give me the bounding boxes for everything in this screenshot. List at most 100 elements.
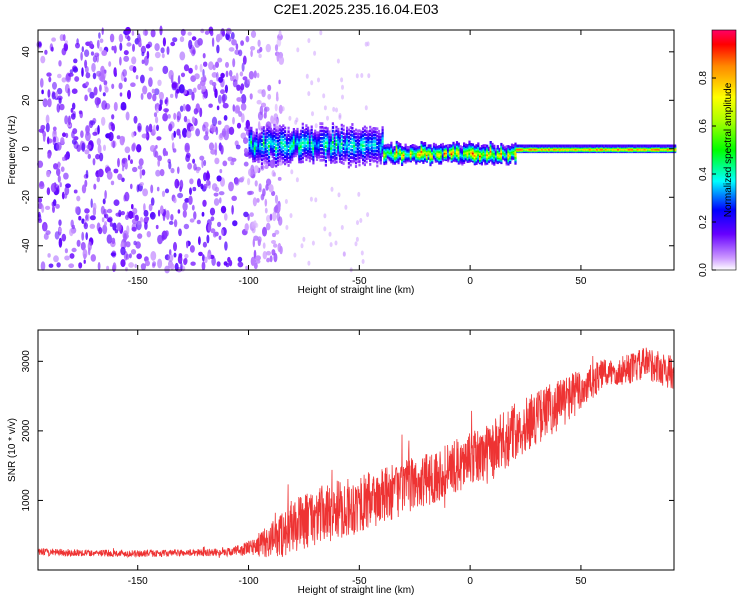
spectrogram-signal-cell [291,144,294,148]
spectrogram-signal-cell [321,151,324,155]
spectrogram-noise-blob [262,188,266,197]
spectrogram-noise-blob [83,222,89,230]
spectrogram-noise-blob [203,159,207,167]
spectrogram-signal-cell [393,160,397,164]
spectrogram-noise-blob [188,67,193,74]
spectrogram-signal-cell [551,144,554,148]
spectrogram-noise-blob [38,128,45,133]
spectrogram-signal-cell [335,125,338,129]
spectrogram-signal-cell [299,142,303,145]
spectrogram-signal-cell [422,142,425,146]
spectrogram-signal-cell [317,138,320,142]
spectrogram-signal-cell [259,140,262,143]
spectrogram-noise-blob [168,220,174,225]
spectrogram-signal-cell [268,137,271,141]
spectrogram-signal-cell [620,144,623,148]
spectrogram-signal-cell [383,160,386,164]
y-tick-label: 2000 [21,419,32,442]
spectrogram-signal-cell [367,157,370,160]
spectrogram-signal-cell [489,144,492,148]
spectrogram-noise-blob [97,125,100,135]
spectrogram-signal-cell [455,143,459,146]
spectrogram-signal-cell [496,146,499,150]
spectrogram-noise-blob [262,251,267,260]
spectrogram-noise-blob [216,71,219,82]
spectrogram-noise-blob [186,240,189,249]
spectrogram-signal-cell [429,155,432,159]
spectrogram-noise-blob [106,170,113,180]
spectrogram-signal-cell [587,144,590,148]
spectrogram-signal-cell [383,158,386,162]
spectrogram-signal-cell [255,149,258,153]
spectrogram-signal-cell [338,151,342,155]
spectrogram-signal-cell [349,163,352,167]
spectrogram-signal-cell [324,134,327,137]
spectrogram-signal-cell [289,149,292,153]
spectrogram-signal-cell [308,147,311,151]
spectrogram-signal-cell [486,148,489,151]
spectrogram-signal-cell [358,143,361,146]
spectrogram-signal-cell [422,155,425,159]
spectrogram-noise-blob [168,69,174,80]
spectrogram-signal-cell [580,144,583,148]
spectrogram-signal-cell [409,146,412,150]
spectrogram-noise-blob [240,83,245,91]
spectrogram-signal-cell [493,155,496,159]
spectrogram-signal-cell [374,143,377,147]
spectrogram-noise-blob [222,102,229,109]
spectrogram-noise-blob [108,131,114,142]
spectrogram-signal-cell [346,135,349,139]
spectrogram-noise-blob [99,84,102,92]
spectrogram-signal-cell [271,142,274,146]
spectrogram-signal-cell [424,157,427,161]
spectrogram-signal-cell [356,151,359,154]
spectrogram-signal-cell [429,151,432,155]
spectrogram-signal-cell [606,144,609,148]
spectrogram-signal-cell [422,149,425,153]
spectrogram-noise-blob [182,127,188,138]
spectrogram-signal-cell [464,149,467,153]
spectrogram-noise-blob [220,72,225,79]
spectrogram-noise-blob [130,159,133,165]
spectrogram-noise-blob [96,176,101,183]
spectrogram-signal-cell [298,152,301,156]
spectrogram-signal-cell [330,155,333,159]
spectrogram-signal-cell [360,140,363,144]
spectrogram-noise-blob [60,137,65,145]
spectrogram-signal-cell [333,142,336,146]
spectrogram-signal-cell [401,154,404,158]
spectrogram-signal-cell [253,156,256,160]
spectrogram-signal-cell [323,158,326,162]
spectrogram-signal-cell [284,130,287,133]
spectrogram-signal-cell [416,146,420,150]
spectrogram-signal-cell [413,150,416,153]
spectrogram-signal-cell [482,159,485,163]
spectrogram-signal-cell [470,151,473,154]
spectrogram-signal-cell [496,150,499,153]
spectrogram-signal-cell [422,144,425,147]
spectrogram-noise-blob [169,263,175,270]
spectrogram-signal-cell [342,124,345,128]
spectrogram-noise-blob [247,178,251,186]
spectrogram-signal-cell [473,152,476,156]
snr-series [37,347,675,559]
spectrogram-signal-cell [305,148,308,151]
spectrogram-noise-blob [215,126,219,136]
spectrogram-signal-cell [253,134,256,138]
spectrogram-signal-cell [425,146,428,150]
spectrogram-noise-blob [113,168,119,174]
spectrogram-signal-cell [379,138,382,142]
spectrogram-signal-cell [255,152,258,156]
spectrogram-signal-cell [438,146,441,150]
spectrogram-signal-cell [674,144,677,148]
spectrogram-noise-blob [87,153,92,160]
spectrogram-signal-cell [314,154,317,158]
spectrogram-signal-cell [381,148,384,152]
spectrogram-signal-cell [284,126,287,130]
spectrogram-signal-cell [310,147,313,151]
spectrogram-noise-blob [214,186,220,193]
spectrogram-signal-cell [326,150,329,153]
spectrogram-noise-blob [70,113,76,120]
spectrogram-signal-cell [447,157,450,161]
spectrogram-signal-cell [395,156,398,159]
